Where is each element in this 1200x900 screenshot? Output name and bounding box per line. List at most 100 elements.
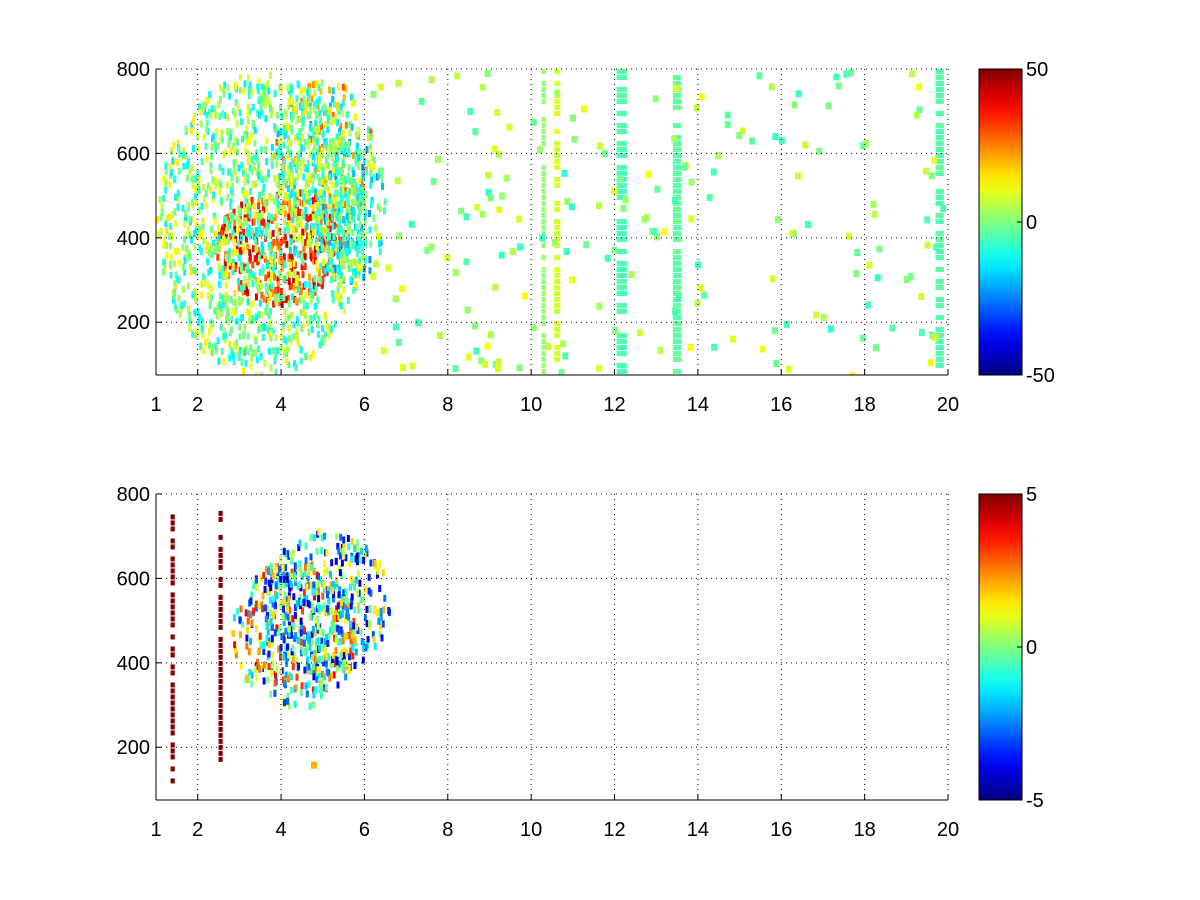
- heatmap-cell: [199, 120, 203, 128]
- heatmap-cell: [220, 129, 224, 137]
- heatmap-cell: [361, 595, 365, 603]
- heatmap-cell: [335, 665, 339, 673]
- heatmap-cell: [672, 207, 682, 212]
- heatmap-cell: [935, 351, 944, 356]
- heatmap-cell: [361, 248, 365, 256]
- heatmap-cell: [226, 224, 230, 232]
- heatmap-cell: [379, 205, 382, 213]
- heatmap-cell: [302, 212, 306, 220]
- heatmap-cell: [375, 233, 382, 240]
- heatmap-cell: [287, 227, 291, 235]
- heatmap-cell: [428, 76, 435, 84]
- heatmap-cell: [372, 214, 376, 222]
- heatmap-cell: [596, 364, 603, 372]
- heatmap-cell: [240, 285, 244, 293]
- heatmap-cell: [190, 175, 194, 183]
- heatmap-cell: [315, 80, 319, 88]
- heatmap-cell: [188, 323, 192, 331]
- heatmap-cell: [346, 607, 349, 615]
- heatmap-cell: [168, 242, 172, 250]
- heatmap-cell: [258, 224, 262, 232]
- heatmap-cell: [348, 206, 352, 214]
- heatmap-cell: [347, 140, 351, 148]
- heatmap-cell: [935, 69, 944, 74]
- heatmap-cell: [672, 255, 682, 260]
- heatmap-cell: [560, 340, 567, 348]
- heatmap-cell: [308, 150, 312, 158]
- heatmap-cell: [241, 135, 244, 143]
- heatmap-cell: [335, 533, 339, 541]
- heatmap-cell: [568, 203, 575, 211]
- heatmap-cell: [287, 335, 291, 343]
- heatmap-cell: [259, 104, 263, 112]
- heatmap-cell: [215, 244, 219, 252]
- heatmap-cell: [197, 313, 201, 321]
- heatmap-cell: [242, 87, 246, 95]
- heatmap-cell: [330, 672, 333, 680]
- heatmap-cell: [319, 226, 323, 234]
- heatmap-cell: [169, 223, 173, 230]
- heatmap-cell: [321, 166, 325, 174]
- heatmap-cell: [729, 335, 736, 343]
- heatmap-cell: [357, 186, 361, 194]
- heatmap-cell: [264, 615, 268, 623]
- heatmap-cell: [239, 261, 243, 269]
- heatmap-cell: [182, 147, 186, 155]
- heatmap-cell: [211, 239, 215, 247]
- heatmap-cell: [290, 265, 294, 273]
- heatmap-cell: [246, 230, 250, 238]
- heatmap-cell: [299, 570, 303, 578]
- heatmap-cell: [267, 588, 271, 596]
- heatmap-cell: [281, 563, 285, 571]
- heatmap-cell: [312, 581, 316, 589]
- heatmap-cell: [219, 136, 223, 144]
- heatmap-cell: [724, 111, 731, 119]
- heatmap-cell: [245, 202, 249, 210]
- heatmap-cell: [170, 562, 175, 568]
- heatmap-cell: [224, 254, 228, 262]
- heatmap-cell: [381, 569, 385, 577]
- heatmap-cell: [360, 195, 364, 203]
- heatmap-cell: [254, 665, 258, 673]
- heatmap-cell: [181, 285, 185, 293]
- heatmap-cell: [344, 232, 348, 240]
- heatmap-cell: [334, 161, 338, 169]
- heatmap-cell: [294, 578, 298, 586]
- heatmap-cell: [315, 581, 319, 589]
- heatmap-cell: [363, 586, 367, 594]
- heatmap-cell: [357, 602, 360, 610]
- heatmap-cell: [271, 289, 275, 297]
- heatmap-cell: [335, 189, 339, 197]
- heatmap-cell: [342, 180, 346, 188]
- heatmap-cell: [672, 249, 682, 254]
- heatmap-cell: [308, 246, 312, 254]
- heatmap-cell: [356, 589, 360, 597]
- heatmap-cell: [236, 214, 240, 222]
- heatmap-cell: [859, 334, 866, 342]
- heatmap-cell: [286, 193, 290, 201]
- heatmap-cell: [250, 196, 254, 204]
- heatmap-cell: [324, 637, 328, 645]
- heatmap-cell: [320, 637, 324, 645]
- heatmap-cell: [366, 636, 370, 644]
- heatmap-cell: [221, 86, 225, 94]
- heatmap-cell: [320, 671, 324, 678]
- heatmap-cell: [279, 204, 283, 211]
- heatmap-cell: [183, 220, 187, 228]
- heatmap-cell: [306, 142, 310, 150]
- heatmap-cell: [332, 203, 336, 211]
- heatmap-cell: [342, 536, 346, 544]
- heatmap-cell: [311, 185, 315, 193]
- colorbar: -505: [978, 484, 1044, 812]
- heatmap-cell: [269, 584, 273, 592]
- heatmap-cell: [554, 231, 561, 236]
- heatmap-cell: [337, 107, 341, 115]
- heatmap-cell: [305, 107, 309, 115]
- x-tick-label: 1: [150, 819, 161, 841]
- heatmap-cell: [285, 575, 289, 583]
- heatmap-cell: [222, 327, 226, 335]
- heatmap-cell: [299, 629, 303, 637]
- heatmap-cell: [159, 213, 163, 221]
- heatmap-cell: [218, 606, 223, 612]
- heatmap-cell: [335, 209, 339, 217]
